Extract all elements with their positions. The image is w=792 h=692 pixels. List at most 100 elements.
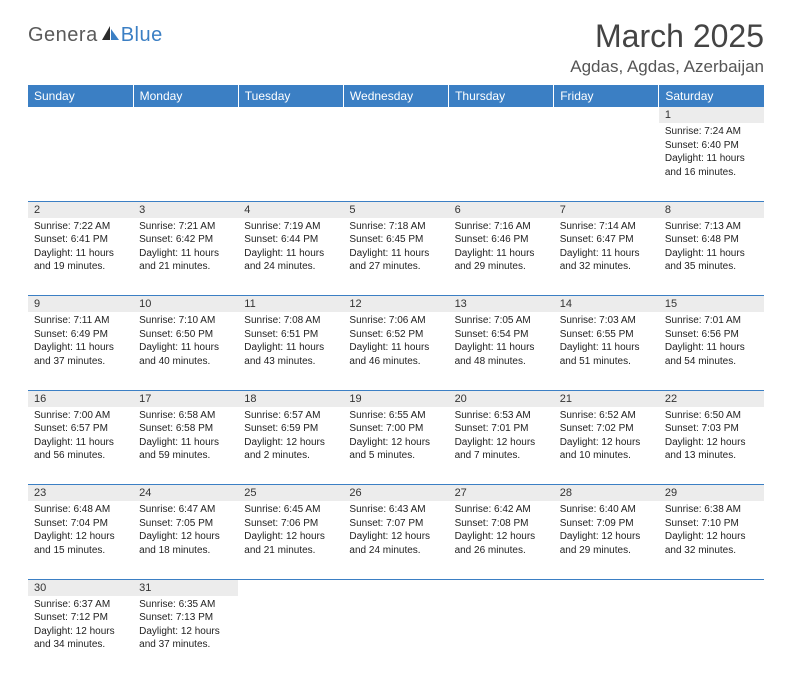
day-number-cell <box>343 579 448 596</box>
day-number-cell: 23 <box>28 485 133 502</box>
day-number-cell: 9 <box>28 296 133 313</box>
day-info-line: and 48 minutes. <box>455 355 548 369</box>
day-info-line: and 2 minutes. <box>244 449 337 463</box>
day-content-cell: Sunrise: 7:06 AMSunset: 6:52 PMDaylight:… <box>343 312 448 390</box>
day-content-cell <box>238 123 343 201</box>
day-content-cell: Sunrise: 7:18 AMSunset: 6:45 PMDaylight:… <box>343 218 448 296</box>
day-info-line: and 24 minutes. <box>349 544 442 558</box>
day-content-cell: Sunrise: 7:11 AMSunset: 6:49 PMDaylight:… <box>28 312 133 390</box>
day-info-line: Sunset: 7:07 PM <box>349 517 442 531</box>
day-info-line: Daylight: 11 hours <box>560 247 653 261</box>
day-info-line: Daylight: 12 hours <box>560 436 653 450</box>
day-info-line: and 7 minutes. <box>455 449 548 463</box>
day-header: Friday <box>554 85 659 107</box>
day-info-line: Daylight: 11 hours <box>665 247 758 261</box>
day-content-cell: Sunrise: 6:47 AMSunset: 7:05 PMDaylight:… <box>133 501 238 579</box>
day-info-line: Sunset: 6:52 PM <box>349 328 442 342</box>
day-info-line: Sunset: 6:46 PM <box>455 233 548 247</box>
title-block: March 2025 Agdas, Agdas, Azerbaijan <box>570 18 764 77</box>
day-info-line: Sunrise: 6:58 AM <box>139 409 232 423</box>
day-info-line: and 51 minutes. <box>560 355 653 369</box>
day-info-line: Sunset: 7:06 PM <box>244 517 337 531</box>
day-info-line: Daylight: 11 hours <box>244 247 337 261</box>
day-info-line: Daylight: 11 hours <box>34 247 127 261</box>
day-info-line: Sunset: 6:57 PM <box>34 422 127 436</box>
day-header: Thursday <box>449 85 554 107</box>
day-info-line: Daylight: 12 hours <box>349 436 442 450</box>
day-header: Sunday <box>28 85 133 107</box>
day-number-cell: 29 <box>659 485 764 502</box>
daynum-row: 2345678 <box>28 201 764 218</box>
day-info-line: and 46 minutes. <box>349 355 442 369</box>
day-info-line: and 5 minutes. <box>349 449 442 463</box>
day-number-cell: 1 <box>659 107 764 123</box>
day-info-line: Sunset: 6:59 PM <box>244 422 337 436</box>
day-content-cell: Sunrise: 6:40 AMSunset: 7:09 PMDaylight:… <box>554 501 659 579</box>
day-info-line: Sunrise: 7:21 AM <box>139 220 232 234</box>
day-info-line: Daylight: 12 hours <box>349 530 442 544</box>
day-content-cell: Sunrise: 6:35 AMSunset: 7:13 PMDaylight:… <box>133 596 238 674</box>
day-info-line: Daylight: 11 hours <box>560 341 653 355</box>
day-info-line: Sunrise: 7:19 AM <box>244 220 337 234</box>
daynum-row: 1 <box>28 107 764 123</box>
day-content-cell <box>28 123 133 201</box>
day-info-line: and 18 minutes. <box>139 544 232 558</box>
day-header: Saturday <box>659 85 764 107</box>
day-info-line: Sunset: 6:40 PM <box>665 139 758 153</box>
day-info-line: Sunset: 6:45 PM <box>349 233 442 247</box>
day-header: Monday <box>133 85 238 107</box>
day-info-line: Sunrise: 7:10 AM <box>139 314 232 328</box>
day-info-line: and 37 minutes. <box>139 638 232 652</box>
day-content-cell <box>449 596 554 674</box>
day-info-line: Sunrise: 6:57 AM <box>244 409 337 423</box>
day-number-cell: 21 <box>554 390 659 407</box>
day-info-line: Daylight: 11 hours <box>665 152 758 166</box>
location: Agdas, Agdas, Azerbaijan <box>570 57 764 77</box>
logo: Genera Blue <box>28 24 163 47</box>
day-content-cell: Sunrise: 7:22 AMSunset: 6:41 PMDaylight:… <box>28 218 133 296</box>
day-info-line: Sunset: 6:51 PM <box>244 328 337 342</box>
day-number-cell: 31 <box>133 579 238 596</box>
day-info-line: and 32 minutes. <box>560 260 653 274</box>
day-number-cell: 27 <box>449 485 554 502</box>
day-info-line: Daylight: 12 hours <box>34 530 127 544</box>
day-number-cell: 6 <box>449 201 554 218</box>
day-header-row: Sunday Monday Tuesday Wednesday Thursday… <box>28 85 764 107</box>
daynum-row: 9101112131415 <box>28 296 764 313</box>
day-info-line: Sunrise: 6:35 AM <box>139 598 232 612</box>
day-info-line: Sunset: 7:10 PM <box>665 517 758 531</box>
day-info-line: Sunrise: 6:37 AM <box>34 598 127 612</box>
day-info-line: Sunrise: 7:22 AM <box>34 220 127 234</box>
day-content-cell <box>554 123 659 201</box>
day-content-cell: Sunrise: 6:42 AMSunset: 7:08 PMDaylight:… <box>449 501 554 579</box>
day-info-line: and 35 minutes. <box>665 260 758 274</box>
day-number-cell: 7 <box>554 201 659 218</box>
day-info-line: Sunrise: 6:40 AM <box>560 503 653 517</box>
day-number-cell: 22 <box>659 390 764 407</box>
day-info-line: Daylight: 11 hours <box>349 341 442 355</box>
day-content-cell: Sunrise: 6:37 AMSunset: 7:12 PMDaylight:… <box>28 596 133 674</box>
day-info-line: Daylight: 12 hours <box>455 530 548 544</box>
day-number-cell <box>238 107 343 123</box>
day-content-cell: Sunrise: 7:05 AMSunset: 6:54 PMDaylight:… <box>449 312 554 390</box>
day-info-line: Sunrise: 7:14 AM <box>560 220 653 234</box>
day-info-line: and 43 minutes. <box>244 355 337 369</box>
day-number-cell: 17 <box>133 390 238 407</box>
day-number-cell: 3 <box>133 201 238 218</box>
day-info-line: Sunrise: 6:47 AM <box>139 503 232 517</box>
day-info-line: Sunrise: 7:08 AM <box>244 314 337 328</box>
day-info-line: Daylight: 11 hours <box>349 247 442 261</box>
content-row: Sunrise: 6:37 AMSunset: 7:12 PMDaylight:… <box>28 596 764 674</box>
day-number-cell: 14 <box>554 296 659 313</box>
day-info-line: Sunrise: 7:03 AM <box>560 314 653 328</box>
day-info-line: and 40 minutes. <box>139 355 232 369</box>
day-number-cell: 20 <box>449 390 554 407</box>
day-content-cell: Sunrise: 6:55 AMSunset: 7:00 PMDaylight:… <box>343 407 448 485</box>
day-number-cell <box>449 579 554 596</box>
day-number-cell: 16 <box>28 390 133 407</box>
day-number-cell: 2 <box>28 201 133 218</box>
day-info-line: Sunset: 7:09 PM <box>560 517 653 531</box>
day-content-cell: Sunrise: 7:08 AMSunset: 6:51 PMDaylight:… <box>238 312 343 390</box>
day-info-line: Sunrise: 6:55 AM <box>349 409 442 423</box>
day-info-line: Daylight: 12 hours <box>34 625 127 639</box>
